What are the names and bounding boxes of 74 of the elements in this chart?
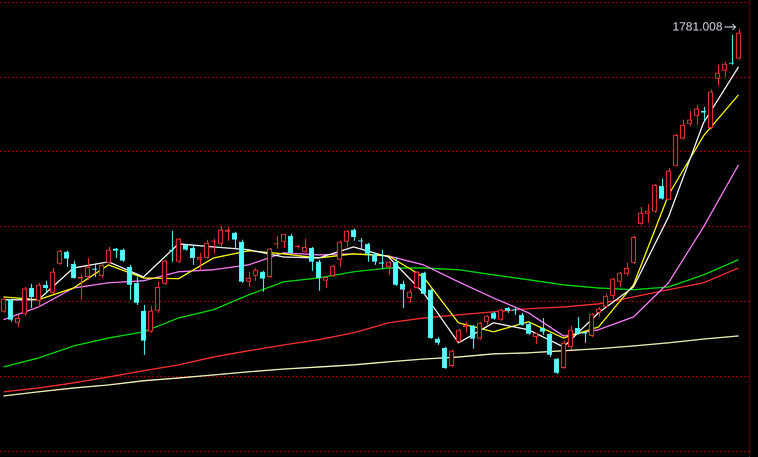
candlestick	[414, 270, 420, 290]
candlestick	[204, 239, 210, 260]
candlestick	[120, 248, 126, 262]
candlestick	[588, 312, 594, 338]
candlestick	[456, 328, 462, 344]
candlestick	[420, 271, 426, 296]
candlestick	[602, 293, 608, 308]
candlestick	[476, 321, 482, 340]
candlestick	[736, 28, 742, 60]
candlestick	[50, 267, 56, 294]
candlestick	[498, 308, 504, 322]
candlestick	[0, 298, 6, 314]
candlestick	[574, 316, 580, 336]
candlestick	[134, 276, 140, 306]
candlestick	[694, 104, 700, 126]
annotation: 1781.008	[672, 19, 723, 34]
candlestick	[344, 229, 350, 248]
candlestick	[644, 203, 650, 224]
candlestick	[56, 249, 62, 266]
candlestick	[386, 260, 392, 276]
candlestick	[252, 267, 258, 282]
candlestick	[658, 178, 664, 200]
candlestick	[302, 238, 308, 254]
candlestick	[364, 242, 370, 262]
candlestick	[378, 249, 384, 270]
candlestick	[442, 346, 448, 370]
candlestick	[700, 106, 706, 122]
candlestick	[722, 61, 728, 78]
candlestick	[554, 358, 560, 374]
candlestick	[484, 314, 490, 326]
candlestick	[308, 246, 314, 272]
candlestick	[22, 286, 28, 316]
candlestick	[162, 259, 168, 286]
candlestick	[288, 233, 294, 254]
candlestick	[148, 305, 154, 334]
candlestick	[596, 306, 602, 318]
candlestick	[392, 256, 398, 286]
candlestick	[176, 237, 182, 264]
candlestick	[680, 119, 686, 140]
candlestick	[546, 332, 552, 358]
candlestick	[64, 250, 70, 268]
candlestick	[218, 225, 224, 248]
candlestick	[98, 263, 104, 278]
candlestick	[316, 259, 322, 292]
candlestick	[448, 349, 454, 368]
candlestick	[686, 110, 692, 126]
candlestick	[8, 298, 14, 322]
candlestick	[126, 264, 132, 300]
candlestick	[610, 277, 616, 300]
candlestick	[630, 235, 636, 264]
candlestick	[260, 270, 266, 292]
candlestick	[616, 271, 622, 288]
candlestick	[518, 312, 524, 326]
candlestick	[70, 260, 76, 280]
candlestick	[336, 240, 342, 268]
candlestick	[568, 325, 574, 350]
candlestick	[42, 280, 48, 292]
candlestick	[526, 321, 532, 336]
candlestick	[232, 231, 238, 248]
candlestick	[84, 257, 90, 280]
candlestick	[224, 226, 230, 242]
candlestick	[470, 324, 476, 350]
candlestick	[638, 206, 644, 226]
candlestick	[330, 264, 336, 278]
candlestick	[154, 281, 160, 314]
candlestick	[36, 282, 42, 308]
candlestick	[190, 244, 196, 266]
candlestick	[28, 283, 34, 308]
candlestick	[14, 314, 20, 328]
candlestick	[540, 318, 546, 336]
candlestick	[246, 271, 252, 288]
candlestick	[560, 340, 566, 370]
candlestick	[582, 331, 588, 344]
candlestick	[106, 246, 112, 264]
